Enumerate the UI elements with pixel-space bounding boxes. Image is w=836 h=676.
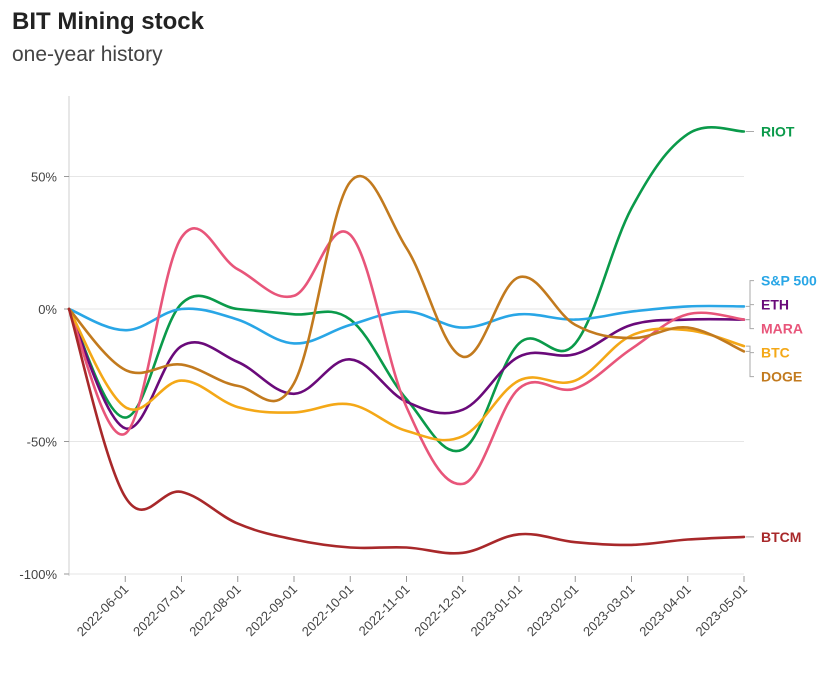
x-tick-label: 2023-04-01 xyxy=(636,582,694,640)
series-line-btcm xyxy=(67,307,746,555)
chart-title: BIT Mining stock xyxy=(12,8,204,35)
series-line-s-p-500 xyxy=(67,304,746,345)
label-leader-btc xyxy=(746,345,754,354)
x-tick-label: 2023-01-01 xyxy=(467,582,525,640)
series-lines xyxy=(67,126,746,555)
series-label-btc: BTC xyxy=(761,345,790,361)
chart-subtitle: one-year history xyxy=(12,43,163,66)
x-tick-label: 2022-12-01 xyxy=(411,582,469,640)
x-axis-ticks: 2022-06-012022-07-012022-08-012022-09-01… xyxy=(74,576,750,639)
x-tick-label: 2023-05-01 xyxy=(692,582,750,640)
x-tick-label: 2022-08-01 xyxy=(186,582,244,640)
x-tick-label: 2022-06-01 xyxy=(74,582,132,640)
series-label-doge: DOGE xyxy=(761,369,802,385)
x-tick-label: 2023-02-01 xyxy=(524,582,582,640)
y-tick-label: -100% xyxy=(19,567,57,582)
series-line-btc xyxy=(67,307,746,442)
series-line-doge xyxy=(67,174,746,403)
series-label-s-p-500: S&P 500 xyxy=(761,273,817,289)
y-tick-label: 50% xyxy=(31,170,57,185)
x-tick-label: 2022-07-01 xyxy=(130,582,188,640)
x-tick-label: 2023-03-01 xyxy=(580,582,638,640)
label-leader-mara xyxy=(746,319,754,330)
x-tick-label: 2022-09-01 xyxy=(242,582,300,640)
series-label-mara: MARA xyxy=(761,321,803,337)
series-label-riot: RIOT xyxy=(761,123,795,139)
x-tick-label: 2022-10-01 xyxy=(299,582,357,640)
label-leader-doge xyxy=(746,350,754,378)
series-line-eth xyxy=(67,307,746,430)
series-end-labels: RIOT S&P 500 ETH MARA BTC DOGE BTCM xyxy=(746,123,817,545)
y-tick-label: -50% xyxy=(27,435,58,450)
grid-lines xyxy=(69,176,744,575)
y-tick-label: 0% xyxy=(38,302,57,317)
x-tick-label: 2022-11-01 xyxy=(356,582,413,639)
series-line-mara xyxy=(67,227,746,486)
series-label-eth: ETH xyxy=(761,297,789,313)
y-axis-ticks: 50% 0% -50% -100% xyxy=(19,170,69,582)
series-label-btcm: BTCM xyxy=(761,529,801,545)
label-leader-s-p-500 xyxy=(746,280,754,307)
